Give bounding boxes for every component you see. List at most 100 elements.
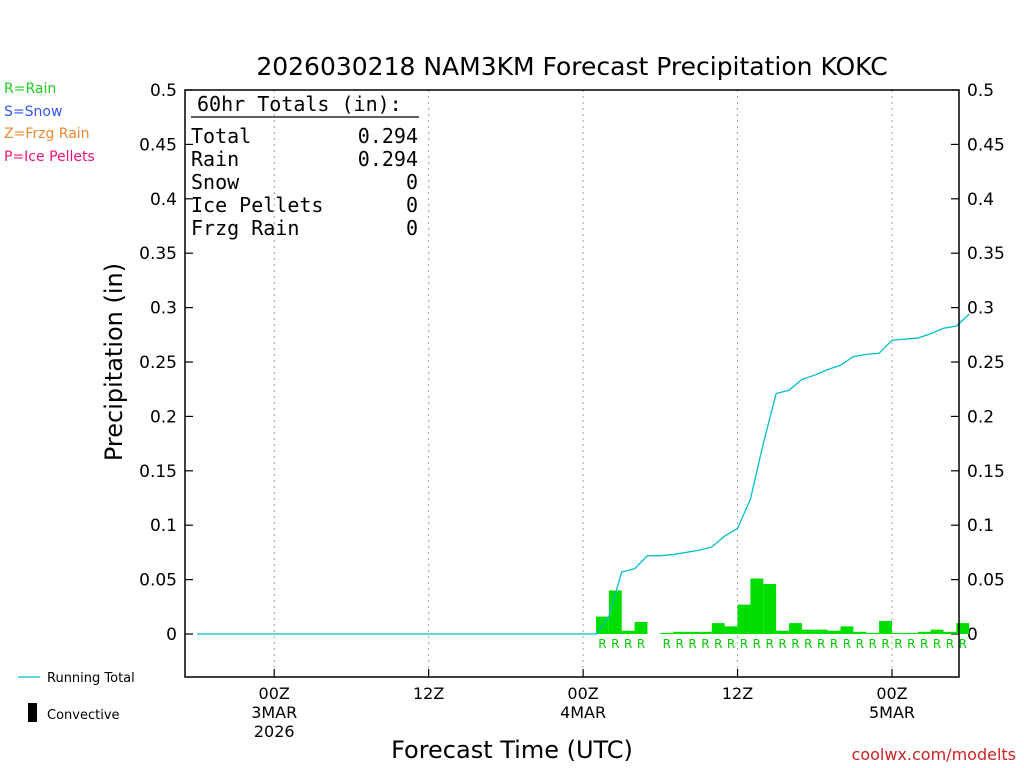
totals-label: Rain xyxy=(191,147,239,171)
precip-bar xyxy=(698,631,712,634)
totals-label: Frzg Rain xyxy=(191,216,299,240)
y-tick-label-right: 0.25 xyxy=(967,353,1005,373)
y-tick-label-right: 0.15 xyxy=(967,462,1005,482)
y-tick-label-left: 0.45 xyxy=(139,135,177,155)
precip-bar xyxy=(750,578,764,634)
totals-box: 60hr Totals (in): Total 0.294 Rain 0.294 Sno… xyxy=(191,92,419,240)
ptype-marker: R xyxy=(663,637,671,651)
credit-text: coolwx.com/modelts xyxy=(852,745,1016,764)
x-tick-label: 2026 xyxy=(254,722,295,741)
convective-legend-label: Convective xyxy=(47,708,120,723)
legend-ice-pellets: P=Ice Pellets xyxy=(4,149,95,165)
ptype-marker: R xyxy=(675,637,683,651)
totals-header: 60hr Totals (in): xyxy=(197,92,402,116)
totals-label: Ice Pellets xyxy=(191,193,323,217)
precip-bar xyxy=(686,631,699,634)
precip-bar xyxy=(608,590,622,634)
ptype-marker: R xyxy=(753,637,761,651)
ptype-marker: R xyxy=(817,637,825,651)
x-tick-label: 4MAR xyxy=(560,703,606,722)
ptype-marker: R xyxy=(881,637,889,651)
totals-label: Total xyxy=(191,124,251,148)
legend-snow: S=Snow xyxy=(4,104,63,120)
precip-bar xyxy=(827,630,841,634)
y-tick-label-left: 0 xyxy=(166,625,177,645)
totals-label: Snow xyxy=(191,170,240,194)
y-tick-label-right: 0.2 xyxy=(967,407,994,427)
ptype-marker: R xyxy=(714,637,722,651)
y-tick-label-left: 0.5 xyxy=(150,81,177,101)
ptype-marker: R xyxy=(740,637,748,651)
ptype-marker: R xyxy=(804,637,812,651)
precip-bar xyxy=(634,622,648,634)
y-tick-label-left: 0.3 xyxy=(150,299,177,319)
totals-value: 0 xyxy=(406,216,418,240)
ptype-marker: R xyxy=(598,637,606,651)
running-total-series xyxy=(197,313,970,635)
precip-bar xyxy=(943,631,957,634)
ptype-marker: R xyxy=(701,637,709,651)
ptype-marker: R xyxy=(611,637,619,651)
legend-rain: R=Rain xyxy=(4,81,57,97)
running-total-line xyxy=(197,313,970,635)
precip-bar xyxy=(879,620,892,634)
ptype-marker: R xyxy=(933,637,941,651)
y-tick-label-left: 0.4 xyxy=(150,190,177,210)
y-tick-label-right: 0 xyxy=(967,625,978,645)
y-tick-label-left: 0.15 xyxy=(139,462,177,482)
ptype-marker: R xyxy=(946,637,954,651)
ptype-marker: R xyxy=(843,637,851,651)
ptype-marker: R xyxy=(624,637,632,651)
y-tick-label-right: 0.4 xyxy=(967,190,994,210)
running-total-legend-label: Running Total xyxy=(47,671,135,686)
gridlines xyxy=(273,90,893,677)
ptype-marker: R xyxy=(894,637,902,651)
y-tick-label-right: 0.3 xyxy=(967,299,994,319)
precip-bar xyxy=(930,629,944,634)
y-tick-label-right: 0.05 xyxy=(967,571,1005,591)
y-tick-label-right: 0.35 xyxy=(967,244,1005,264)
ptype-marker: R xyxy=(869,637,877,651)
precip-bar xyxy=(917,631,931,634)
totals-value: 0.294 xyxy=(358,147,418,171)
precip-bar xyxy=(737,604,751,634)
y-tick-label-left: 0.35 xyxy=(139,244,177,264)
x-tick-label: 3MAR xyxy=(251,703,297,722)
precip-bar xyxy=(840,626,854,634)
y-tick-label-right: 0.5 xyxy=(967,81,994,101)
y-tick-label-left: 0.05 xyxy=(139,571,177,591)
x-tick-label: 00Z xyxy=(876,684,907,703)
ptype-marker: R xyxy=(766,637,774,651)
ptype-marker: R xyxy=(727,637,735,651)
ptype-marker: R xyxy=(959,637,967,651)
ptype-marker: R xyxy=(830,637,838,651)
totals-value: 0 xyxy=(406,170,418,194)
x-axis-label: Forecast Time (UTC) xyxy=(391,736,633,764)
y-tick-label-left: 0.1 xyxy=(150,516,177,536)
y-tick-label-right: 0.1 xyxy=(967,516,994,536)
precip-bar xyxy=(814,629,828,634)
ptype-marker: R xyxy=(791,637,799,651)
ptype-marker: R xyxy=(637,637,645,651)
x-tick-label: 12Z xyxy=(722,684,753,703)
chart-title: 2026030218 NAM3KM Forecast Precipitation… xyxy=(256,52,887,81)
totals-value: 0 xyxy=(406,193,418,217)
y-ticks: 0 00.05 0.050.1 0.10.15 0.150.2 0.20.25 0.250.… xyxy=(139,81,1005,645)
ptype-marker: R xyxy=(856,637,864,651)
hourly-precip-bars xyxy=(595,578,970,634)
precip-bar xyxy=(776,630,790,634)
plot-frame xyxy=(184,89,960,678)
precip-bar xyxy=(789,623,802,634)
precip-bar xyxy=(763,583,777,634)
precip-bar xyxy=(724,626,738,634)
y-tick-label-left: 0.2 xyxy=(150,407,177,427)
precip-bar xyxy=(673,631,687,634)
totals-value: 0.294 xyxy=(358,124,418,148)
precip-bar xyxy=(956,623,970,634)
convective-legend-swatch xyxy=(28,703,37,722)
precip-bar xyxy=(853,631,867,634)
precip-bar xyxy=(904,632,918,634)
